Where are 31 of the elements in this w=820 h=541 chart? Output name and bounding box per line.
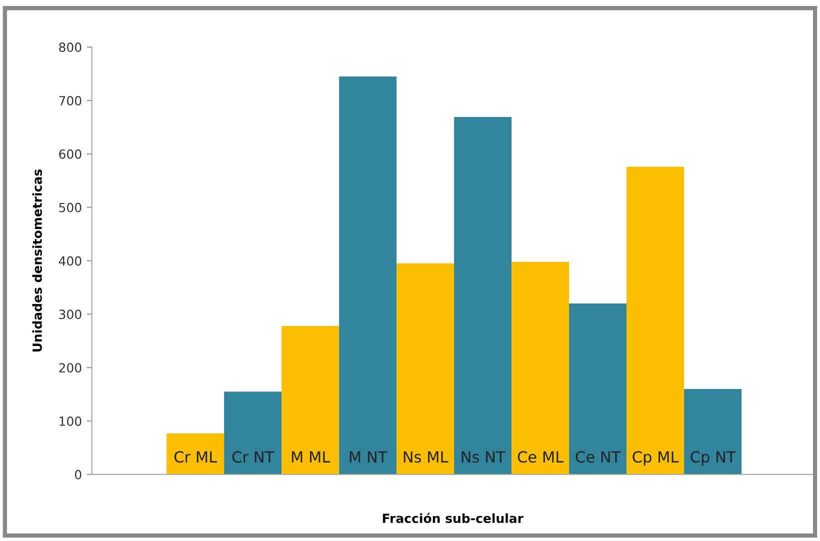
bar	[569, 304, 627, 474]
y-axis-title: Unidades densitometricas	[32, 169, 42, 352]
y-tick-label: 700	[59, 96, 82, 106]
bar	[626, 166, 684, 474]
y-tick-label: 200	[59, 363, 82, 373]
x-tick-label: Cr ML	[174, 451, 218, 463]
x-tick-label: Ce NT	[576, 451, 621, 463]
y-tick-label: 0	[74, 470, 82, 480]
bar	[454, 117, 512, 474]
x-axis-title: Fracción sub-celular	[382, 512, 524, 524]
y-tick-label: 400	[58, 256, 82, 266]
bar	[224, 392, 282, 474]
bar	[339, 76, 397, 474]
x-tick-label: M NT	[350, 451, 388, 462]
x-tick-label: Ce ML	[518, 451, 564, 463]
bar	[282, 326, 340, 474]
y-tick-label: 100	[60, 416, 82, 426]
x-tick-label: Ns NT	[462, 451, 506, 463]
bar	[684, 388, 742, 474]
bar	[166, 433, 224, 474]
x-tick-label: Cp NT	[690, 451, 736, 466]
x-tick-label: Cp ML	[632, 451, 679, 466]
y-tick-label: 600	[59, 149, 82, 159]
y-tick-label: 500	[59, 202, 82, 212]
x-tick-label: M ML	[292, 451, 330, 462]
x-tick-label: Ns ML	[404, 451, 448, 463]
x-tick-label: Cr NT	[232, 451, 274, 463]
y-tick-label: 300	[59, 310, 82, 320]
bar	[396, 263, 454, 474]
bar	[512, 262, 570, 474]
y-tick-label: 800	[59, 42, 82, 52]
